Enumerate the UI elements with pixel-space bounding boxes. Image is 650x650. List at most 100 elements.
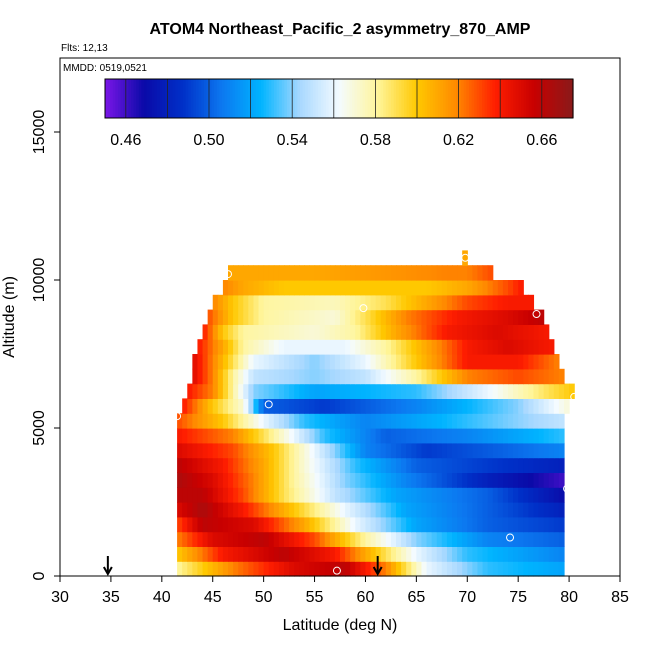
heatmap-cell (370, 442, 377, 459)
heatmap-cell (548, 472, 555, 488)
heatmap-cell (284, 531, 290, 547)
heatmap-cell (538, 457, 545, 473)
heatmap-cell (508, 516, 514, 533)
heatmap-cell (304, 487, 311, 503)
heatmap-cell (487, 531, 494, 547)
heatmap-cell (426, 502, 433, 518)
heatmap-cell (477, 354, 484, 370)
heatmap-cell (324, 354, 331, 370)
heatmap-cell (518, 516, 524, 533)
heatmap-cell (482, 516, 489, 533)
heatmap-cell (309, 354, 316, 370)
colorbar-swatch (118, 79, 122, 118)
heatmap-cell (370, 516, 377, 533)
heatmap-cell (350, 546, 356, 562)
heatmap-cell (187, 531, 193, 547)
heatmap-cell (390, 502, 397, 518)
heatmap-cell (177, 413, 183, 429)
heatmap-cell (360, 354, 367, 370)
heatmap-cell (482, 546, 489, 562)
heatmap-cell (380, 324, 387, 340)
heatmap-cell (462, 487, 468, 503)
heatmap-cell (324, 309, 331, 325)
heatmap-cell (355, 561, 361, 577)
heatmap-cell (340, 502, 346, 518)
colorbar-swatch (549, 79, 553, 118)
heatmap-cell (523, 516, 529, 533)
heatmap-cell (268, 294, 275, 311)
heatmap-cell (365, 309, 372, 325)
heatmap-cell (207, 442, 214, 459)
heatmap-cell (340, 383, 346, 399)
heatmap-cell (319, 561, 326, 577)
heatmap-cell (334, 457, 341, 473)
heatmap-cell (192, 561, 199, 577)
colorbar-tick-label: 0.46 (110, 132, 141, 149)
heatmap-cell (350, 294, 356, 311)
heatmap-cell (187, 546, 193, 562)
heatmap-cell (314, 472, 321, 488)
heatmap-cell (319, 502, 326, 518)
heatmap-cell (355, 546, 361, 562)
heatmap-cell (482, 324, 489, 340)
heatmap-cell (421, 442, 428, 459)
heatmap-cell (309, 368, 316, 385)
heatmap-cell (360, 457, 367, 473)
heatmap-cell (441, 472, 448, 488)
colorbar-swatch (266, 79, 270, 118)
heatmap-cell (207, 546, 214, 562)
heatmap-cell (268, 339, 275, 355)
heatmap-cell (324, 472, 331, 488)
heatmap-cell (202, 472, 209, 488)
heatmap-cell (482, 561, 489, 577)
colorbar-swatch (419, 79, 423, 118)
sample-marker (461, 253, 470, 262)
heatmap-cell (487, 354, 494, 370)
heatmap-cell (355, 428, 361, 444)
heatmap-cell (472, 368, 479, 385)
heatmap-cell (278, 546, 285, 562)
colorbar-swatch (557, 79, 561, 118)
heatmap-cell (329, 428, 336, 444)
heatmap-cell (543, 354, 550, 370)
heatmap-cell (533, 368, 540, 385)
heatmap-cell (197, 339, 204, 355)
heatmap-cell (207, 309, 214, 325)
heatmap-cell (309, 546, 316, 562)
heatmap-cell (396, 487, 402, 503)
heatmap-cell (233, 457, 239, 473)
heatmap-cell (243, 561, 249, 577)
heatmap-cell (396, 531, 402, 547)
heatmap-cell (319, 398, 326, 414)
heatmap-cell (340, 546, 346, 562)
heatmap-cell (263, 383, 270, 399)
heatmap-cell (248, 368, 255, 385)
heatmap-cell (299, 339, 305, 355)
heatmap-cell (324, 516, 331, 533)
heatmap-cell (375, 502, 382, 518)
heatmap-cell (309, 561, 316, 577)
colorbar-swatch (534, 79, 538, 118)
heatmap-cell (492, 546, 499, 562)
heatmap-cell (365, 561, 372, 577)
heatmap-cell (258, 280, 265, 296)
heatmap-cell (309, 324, 316, 340)
colorbar-tick-label: 0.50 (193, 132, 224, 149)
heatmap-cell (248, 546, 255, 562)
heatmap-cell (233, 280, 239, 296)
heatmap-cell (289, 354, 295, 370)
heatmap-cell (350, 339, 356, 355)
colorbar-swatch (570, 79, 574, 118)
heatmap-cell (309, 442, 316, 459)
heatmap-cell (355, 280, 361, 296)
heatmap-cell (217, 531, 224, 547)
heatmap-cell (314, 383, 321, 399)
heatmap-cell (243, 546, 249, 562)
heatmap-cell (411, 442, 417, 459)
heatmap-cell (370, 339, 377, 355)
heatmap-cell (319, 324, 326, 340)
heatmap-cell (197, 383, 204, 399)
heatmap-cell (441, 265, 448, 281)
heatmap-cell (513, 516, 519, 533)
heatmap-cell (273, 413, 280, 429)
